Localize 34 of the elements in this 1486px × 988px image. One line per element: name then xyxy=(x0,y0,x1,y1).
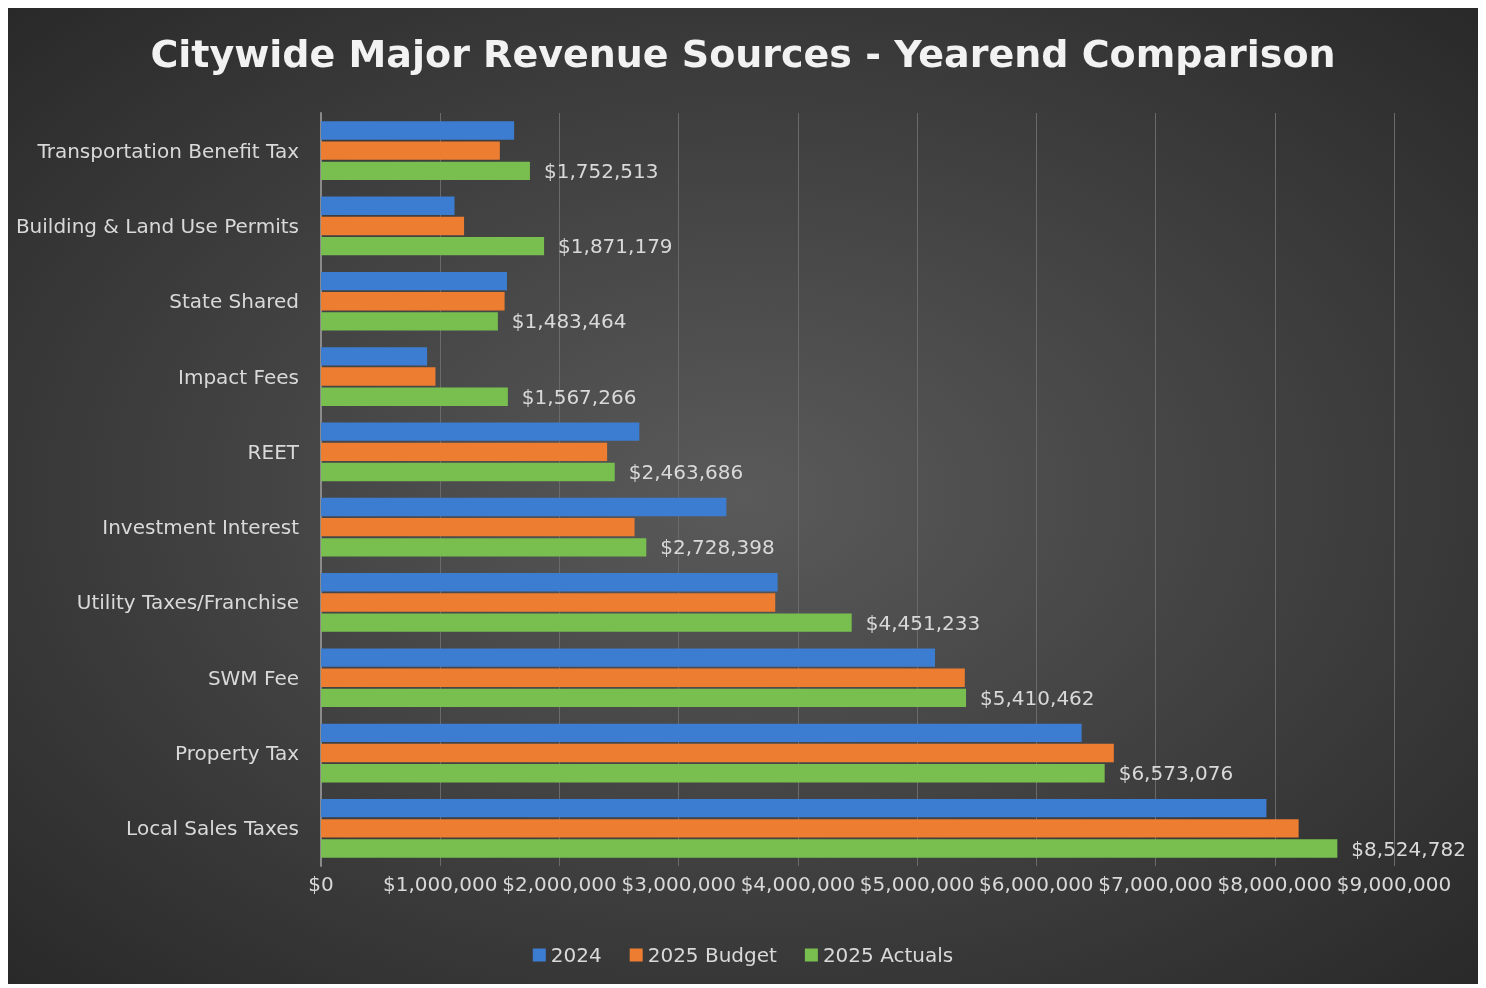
data-label: $8,524,782 xyxy=(1351,836,1466,861)
y-tick-label: Utility Taxes/Franchise xyxy=(76,590,299,615)
y-tick-label: SWM Fee xyxy=(207,665,299,690)
x-tick-label: $5,000,000 xyxy=(859,872,975,896)
data-label: $4,451,233 xyxy=(865,610,981,635)
y-tick-label: Impact Fees xyxy=(178,364,299,389)
y-tick-label: Property Tax xyxy=(175,741,300,766)
data-label: $1,483,464 xyxy=(511,309,627,334)
data-label: $2,728,398 xyxy=(660,535,775,560)
y-tick-label: Transportation Benefit Tax xyxy=(36,138,300,163)
data-label: $6,573,076 xyxy=(1118,761,1234,786)
legend-label: 2025 Actuals xyxy=(822,943,954,967)
y-tick-label: Investment Interest xyxy=(102,515,300,540)
legend-label: 2024 xyxy=(550,943,602,967)
x-tick-label: $6,000,000 xyxy=(979,872,1094,896)
x-tick-label: $8,000,000 xyxy=(1217,872,1333,896)
data-label: $1,567,266 xyxy=(521,384,637,409)
data-label: $1,871,179 xyxy=(558,234,673,259)
legend-label: 2025 Budget xyxy=(647,943,778,967)
chart-title: Citywide Major Revenue Sources - Yearend Comparison xyxy=(150,32,1336,76)
x-tick-label: $3,000,000 xyxy=(621,872,736,896)
x-tick-label: $4,000,000 xyxy=(740,872,856,896)
data-label: $5,410,462 xyxy=(980,685,1095,710)
data-label: $1,752,513 xyxy=(543,158,659,183)
y-tick-label: REET xyxy=(247,439,300,464)
x-tick-label: $9,000,000 xyxy=(1336,872,1452,896)
x-tick-label: $1,000,000 xyxy=(382,872,498,896)
x-tick-label: $2,000,000 xyxy=(502,872,617,896)
y-tick-label: Local Sales Taxes xyxy=(126,816,299,841)
x-tick-label: $7,000,000 xyxy=(1098,872,1213,896)
x-tick-label: $0 xyxy=(308,872,334,896)
data-label: $2,463,686 xyxy=(628,460,744,485)
y-tick-label: Building & Land Use Permits xyxy=(15,213,299,238)
y-tick-label: State Shared xyxy=(169,289,299,314)
